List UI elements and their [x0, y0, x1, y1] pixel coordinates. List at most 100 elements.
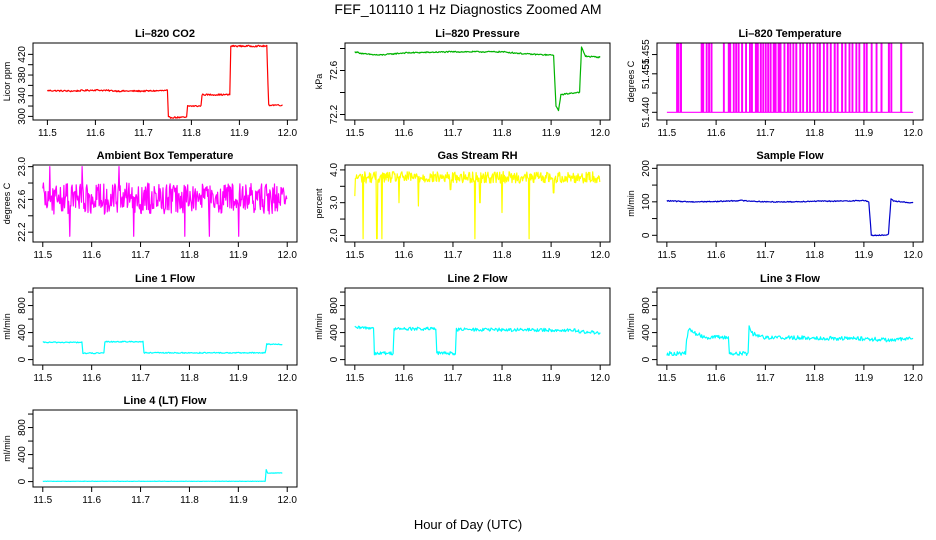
x-tick-label: 11.8: [493, 128, 512, 139]
x-tick-label: 11.5: [33, 373, 52, 384]
x-tick-label: 11.7: [131, 250, 150, 261]
y-tick-label: 72.2: [329, 104, 340, 124]
y-tick-label: 0: [17, 356, 28, 362]
x-tick-label: 12.0: [277, 495, 297, 506]
series-group: [46, 44, 283, 119]
panel-9: Line 3 Flow 11.5 11.6 11.7 11.8 11.9 12.0 0 400 8…: [626, 273, 924, 384]
series-line: [42, 340, 283, 355]
series-line: [354, 46, 601, 112]
x-tick-label: 11.9: [230, 128, 249, 139]
x-tick-label: 11.8: [805, 128, 824, 139]
y-tick-label: 23.0: [17, 156, 28, 176]
y-tick-label: 0: [329, 356, 340, 362]
panel-6: Sample Flow 11.5 11.6 11.7 11.8 11.9 12.0 0 100 2…: [626, 150, 924, 261]
panel-title: Line 2 Flow: [448, 273, 508, 285]
x-tick-label: 12.0: [903, 128, 923, 139]
x-tick-label: 11.6: [395, 250, 414, 261]
x-tick-label: 11.8: [182, 128, 201, 139]
panel-5: Gas Stream RH 11.5 11.6 11.7 11.8 11.9 12.0 2.0…: [314, 150, 611, 261]
panel-title: Li–820 CO2: [135, 28, 195, 40]
plot-frame: [656, 164, 924, 243]
x-tick-label: 11.5: [33, 250, 52, 261]
panel-title: Sample Flow: [756, 150, 824, 162]
x-axis-title: Hour of Day (UTC): [413, 517, 523, 532]
y-tick-label: 800: [17, 419, 28, 436]
x-tick-label: 11.5: [38, 128, 57, 139]
plot-frame: [344, 164, 611, 243]
series-group: [42, 166, 288, 237]
y-tick-label: 300: [17, 108, 28, 125]
x-tick-label: 12.0: [590, 250, 610, 261]
x-tick-label: 11.5: [345, 250, 364, 261]
panel-title: Ambient Box Temperature: [97, 150, 234, 162]
plot-frame: [32, 287, 298, 366]
x-tick-label: 11.6: [82, 250, 101, 261]
series-line: [354, 171, 601, 240]
x-tick-label: 11.7: [756, 128, 775, 139]
y-tick-label: 100: [641, 193, 652, 210]
x-tick-label: 12.0: [278, 128, 298, 139]
x-tick-label: 11.5: [33, 495, 52, 506]
panel-title: Li–820 Pressure: [435, 28, 519, 40]
x-tick-label: 11.7: [756, 373, 775, 384]
panel-10: Line 4 (LT) Flow 11.5 11.6 11.7 11.8 11.9 12.0…: [2, 395, 298, 506]
y-tick-label: 420: [17, 46, 28, 63]
y-axis-label: degrees C: [626, 60, 636, 102]
y-tick-label: 340: [17, 87, 28, 104]
x-tick-label: 11.5: [657, 373, 676, 384]
x-tick-label: 11.7: [134, 128, 153, 139]
y-axis-label: Licor ppm: [2, 62, 12, 102]
x-tick-label: 11.9: [542, 250, 561, 261]
x-tick-label: 11.8: [805, 250, 824, 261]
x-tick-label: 11.5: [657, 128, 676, 139]
plot-frame: [32, 42, 298, 121]
x-tick-label: 11.7: [444, 128, 463, 139]
x-tick-label: 12.0: [277, 373, 297, 384]
y-tick-label: 400: [17, 446, 28, 463]
x-tick-label: 11.6: [82, 495, 101, 506]
panel-8: Line 2 Flow 11.5 11.6 11.7 11.8 11.9 12.0 0 400 8…: [314, 273, 611, 384]
y-tick-label: 400: [17, 324, 28, 341]
x-tick-label: 11.9: [229, 373, 248, 384]
y-tick-label: 0: [641, 356, 652, 362]
x-tick-label: 11.6: [82, 373, 101, 384]
series-line: [666, 43, 914, 113]
plot-frame: [32, 409, 298, 488]
panel-title: Line 3 Flow: [760, 273, 820, 285]
series-group: [354, 325, 601, 356]
x-tick-label: 11.7: [131, 373, 150, 384]
y-tick-label: 0: [641, 232, 652, 238]
plot-frame: [344, 287, 611, 366]
series-line: [46, 44, 283, 119]
x-tick-label: 11.8: [180, 495, 199, 506]
x-tick-label: 11.6: [707, 250, 726, 261]
y-tick-label: 380: [17, 66, 28, 83]
panel-title: Gas Stream RH: [437, 150, 517, 162]
y-axis-label: ml/min: [2, 435, 12, 462]
panel-3: Li–820 Temperature 11.5 11.6 11.7 11.8 11.9 12…: [626, 28, 924, 139]
x-tick-label: 11.6: [86, 128, 105, 139]
y-tick-label: 22.2: [17, 222, 28, 242]
x-tick-label: 11.8: [180, 373, 199, 384]
series-line: [666, 325, 914, 356]
panel-title: Li–820 Temperature: [738, 28, 841, 40]
x-tick-label: 11.6: [707, 128, 726, 139]
plot-frame: [344, 42, 611, 121]
y-tick-label: 72.6: [329, 60, 340, 80]
y-tick-label: 51.455: [641, 58, 652, 89]
y-tick-label: 0: [17, 478, 28, 484]
series-group: [666, 198, 914, 237]
y-tick-label: 51.440: [641, 97, 652, 128]
series-line: [666, 198, 914, 237]
x-tick-label: 11.8: [493, 250, 512, 261]
y-tick-label: 800: [17, 297, 28, 314]
y-axis-label: ml/min: [626, 190, 636, 217]
x-tick-label: 11.8: [493, 373, 512, 384]
x-tick-label: 11.5: [657, 250, 676, 261]
x-tick-label: 11.8: [805, 373, 824, 384]
series-group: [42, 340, 283, 355]
series-line: [354, 325, 601, 356]
y-tick-label: 400: [641, 324, 652, 341]
x-tick-label: 12.0: [277, 250, 297, 261]
